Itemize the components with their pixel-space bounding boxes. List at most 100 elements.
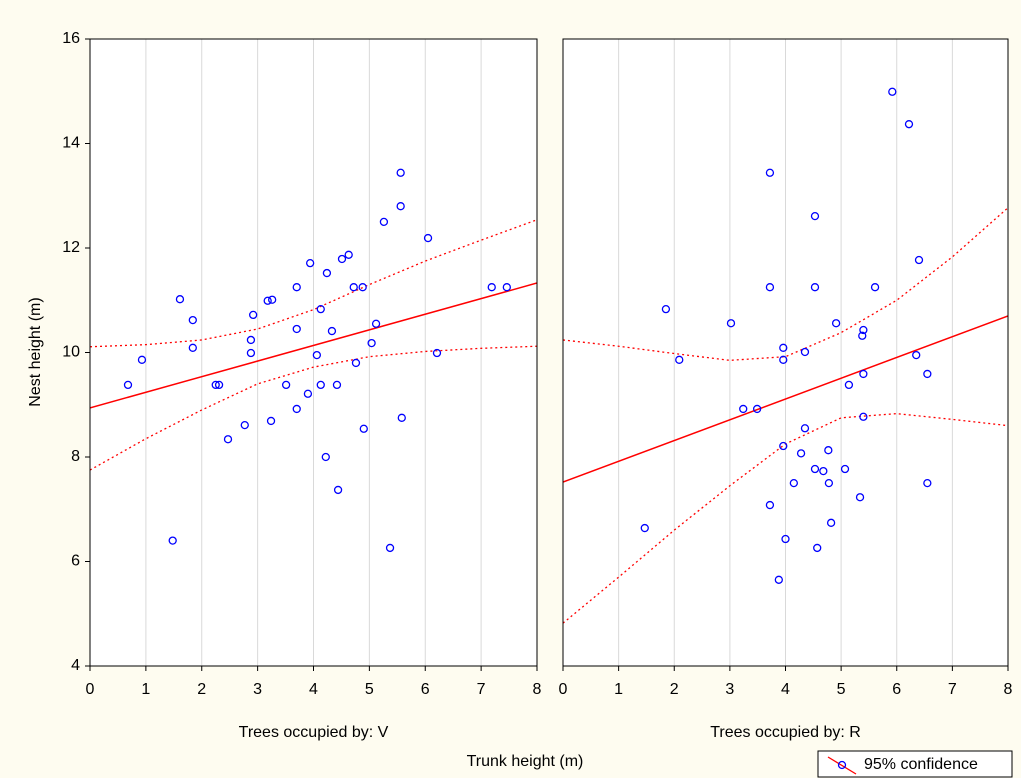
- point: [396, 202, 405, 211]
- point: [266, 416, 276, 426]
- point: [487, 283, 496, 292]
- point: [246, 348, 256, 358]
- point: [765, 168, 775, 177]
- point: [327, 326, 337, 336]
- point: [810, 464, 820, 474]
- legend-line: [827, 756, 857, 775]
- point: [137, 355, 147, 364]
- y-tick-label: 10: [62, 344, 80, 361]
- point: [859, 325, 868, 335]
- y-tick-label: 6: [71, 553, 80, 570]
- point: [223, 435, 233, 444]
- x-tick-label: 7: [477, 681, 486, 698]
- point: [371, 319, 381, 328]
- point: [800, 424, 810, 433]
- x-tick-label: 4: [781, 681, 790, 698]
- x-tick-label: 8: [533, 681, 542, 698]
- point: [752, 404, 762, 414]
- point: [779, 355, 788, 364]
- point: [349, 283, 358, 292]
- point: [923, 478, 932, 488]
- point: [870, 283, 880, 292]
- point: [268, 295, 277, 304]
- legend-box: [817, 750, 1013, 778]
- point: [824, 446, 833, 455]
- y-axis-label: Nest height (m): [27, 297, 44, 406]
- point: [292, 324, 301, 334]
- point: [831, 319, 841, 328]
- x-tick-label: 0: [86, 681, 95, 698]
- point: [358, 283, 367, 292]
- point: [888, 87, 897, 96]
- y-tick-label: 4: [71, 657, 80, 674]
- point: [844, 380, 854, 390]
- point: [240, 420, 249, 430]
- point: [912, 350, 921, 360]
- point: [810, 283, 820, 292]
- x-tick-label: 0: [559, 681, 568, 698]
- point: [779, 441, 788, 451]
- x-tick-label: 2: [670, 681, 679, 698]
- point: [344, 250, 353, 259]
- x-tick-label: 6: [892, 681, 901, 698]
- point: [796, 449, 806, 458]
- confidence-band: [563, 207, 1008, 361]
- point: [824, 478, 834, 488]
- point: [385, 543, 395, 553]
- x-tick-label: 6: [421, 681, 430, 698]
- plot-frame: [562, 38, 1009, 667]
- x-tick-label: 7: [948, 681, 957, 698]
- y-tick-label: 14: [62, 135, 80, 152]
- point: [810, 211, 820, 221]
- x-tick-label: 2: [197, 681, 206, 698]
- point: [800, 347, 810, 357]
- panel-title: Trees occupied by: V: [239, 724, 389, 741]
- point: [123, 380, 133, 390]
- point: [904, 120, 914, 129]
- point: [246, 335, 256, 345]
- point: [765, 283, 775, 292]
- x-tick-label: 4: [309, 681, 318, 698]
- point: [789, 478, 798, 488]
- point: [423, 233, 433, 243]
- point: [640, 523, 649, 533]
- point: [312, 350, 322, 360]
- point: [211, 380, 220, 390]
- point: [739, 404, 748, 414]
- point: [168, 536, 177, 545]
- point: [316, 380, 325, 390]
- point: [292, 283, 301, 292]
- legend-marker: [837, 760, 847, 770]
- plot-frame: [89, 38, 538, 667]
- point: [305, 259, 315, 268]
- point: [249, 310, 258, 320]
- point: [779, 343, 788, 352]
- point: [397, 413, 406, 422]
- panel-title: Trees occupied by: R: [710, 724, 861, 741]
- point: [774, 575, 783, 584]
- point: [214, 380, 224, 390]
- point: [826, 518, 836, 527]
- point: [813, 543, 822, 553]
- regression-line: [90, 282, 537, 409]
- point: [502, 283, 511, 292]
- point: [855, 493, 865, 502]
- point: [367, 338, 376, 348]
- point: [303, 389, 313, 398]
- y-tick-label: 12: [62, 239, 80, 256]
- regression-line: [563, 315, 1008, 483]
- point: [333, 485, 343, 495]
- point: [914, 255, 924, 265]
- point: [332, 380, 342, 390]
- y-tick-label: 16: [62, 30, 80, 47]
- x-tick-label: 1: [614, 681, 623, 698]
- point: [432, 348, 442, 358]
- point: [379, 217, 389, 227]
- point: [188, 343, 197, 352]
- point: [396, 168, 405, 177]
- x-tick-label: 8: [1004, 681, 1013, 698]
- y-tick-label: 8: [71, 448, 80, 465]
- point: [322, 268, 332, 278]
- point: [359, 424, 368, 433]
